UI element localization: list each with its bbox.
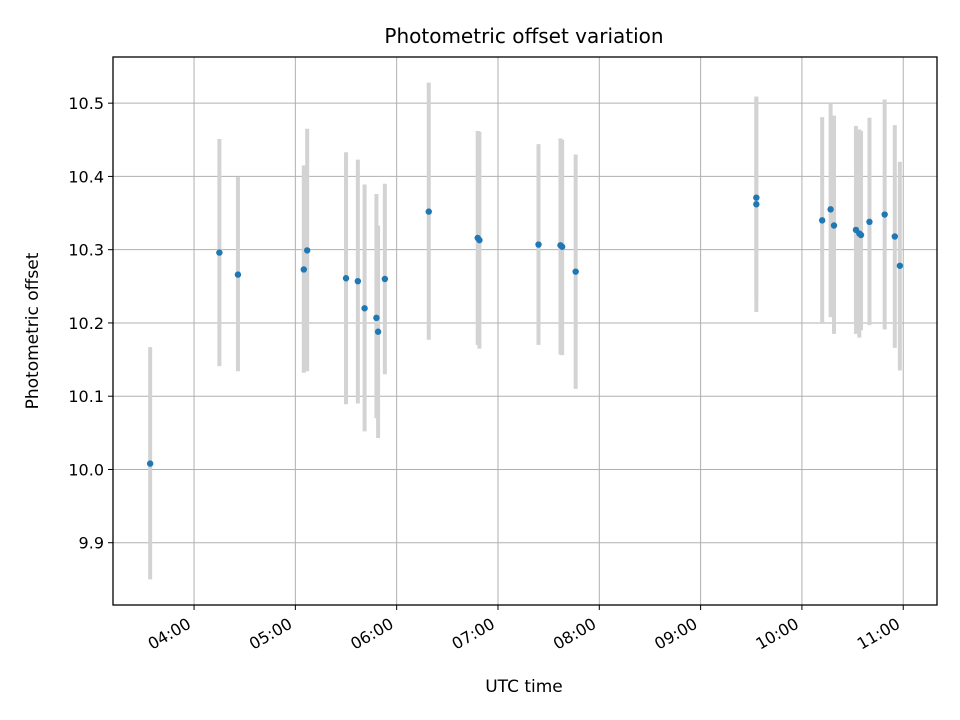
data-points [146, 194, 904, 467]
y-tick-label: 10.2 [68, 314, 104, 333]
x-tick-label: 11:00 [854, 614, 903, 654]
chart-title: Photometric offset variation [384, 24, 663, 48]
y-tick-label: 10.4 [68, 167, 104, 186]
data-point [216, 249, 223, 256]
data-point [558, 243, 566, 250]
x-tick-label: 08:00 [550, 614, 599, 654]
data-point [373, 314, 380, 322]
data-point [300, 266, 308, 273]
x-tick-label: 07:00 [449, 614, 498, 654]
data-point [753, 194, 760, 201]
data-point [881, 211, 888, 218]
y-axis-label: Photometric offset [23, 252, 43, 409]
data-point [303, 247, 311, 254]
data-point [830, 222, 838, 229]
data-point [753, 201, 760, 208]
data-point [361, 305, 368, 312]
data-point [146, 460, 154, 467]
data-point [425, 208, 432, 215]
data-point [572, 268, 579, 275]
gridlines [113, 57, 937, 605]
data-point [818, 217, 826, 224]
x-axis-label: UTC time [485, 677, 563, 697]
x-axis: 04:00 05:00 06:00 07:00 08:00 09:00 10:00 11:00 [145, 605, 904, 654]
x-tick-label: 10:00 [752, 614, 801, 654]
y-tick-label: 9.9 [79, 534, 104, 553]
x-tick-label: 06:00 [347, 614, 396, 654]
data-point [866, 218, 873, 226]
error-bars [148, 82, 902, 580]
x-tick-label: 05:00 [246, 614, 295, 654]
data-point [234, 271, 242, 278]
data-point [827, 206, 834, 213]
data-point [535, 241, 542, 248]
data-point [891, 233, 898, 240]
y-tick-label: 10.0 [68, 460, 104, 479]
plot-frame [112, 56, 938, 606]
y-tick-label: 10.1 [68, 387, 104, 406]
x-tick-label: 04:00 [145, 614, 194, 654]
y-axis: 9.9 10.0 10.1 10.2 10.3 10.4 10.5 [68, 94, 113, 553]
data-point [354, 277, 362, 285]
data-point [896, 262, 904, 269]
data-point [476, 236, 483, 244]
y-tick-label: 10.3 [68, 241, 104, 260]
y-tick-label: 10.5 [68, 94, 104, 113]
data-point [381, 275, 389, 283]
data-point [857, 231, 865, 239]
x-tick-label: 09:00 [651, 614, 700, 654]
data-point [342, 275, 350, 282]
data-point [374, 328, 382, 335]
